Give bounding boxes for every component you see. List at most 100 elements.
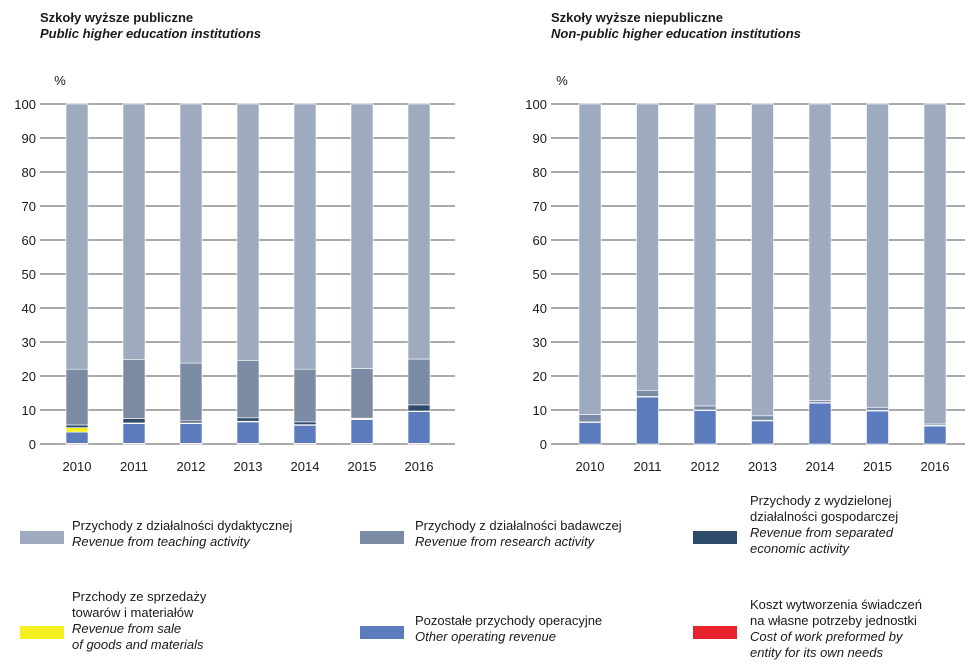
bar-segment	[866, 103, 889, 408]
chart-title-nonpublic: Szkoły wyższe niepubliczne Non-public hi…	[551, 10, 801, 42]
bar-segment	[693, 405, 717, 411]
y-tick-label: 50	[22, 267, 36, 282]
bar-segment	[578, 422, 602, 445]
bar-segment	[350, 419, 374, 444]
bar-segment	[407, 411, 431, 444]
bar-segment	[65, 424, 89, 428]
legend-label-pl: na własne potrzeby jednostki	[750, 613, 917, 628]
x-tick-label: 2015	[348, 459, 377, 474]
y-tick-label: 100	[525, 97, 547, 112]
bar-segment	[751, 415, 774, 421]
bar-segment	[407, 404, 431, 412]
bar-segment	[923, 425, 947, 445]
legend-label: Koszt wytworzenia świadczeń na własne pot…	[750, 597, 922, 661]
chart-title-en: Non-public higher education institutions	[551, 26, 801, 41]
bar-segment	[407, 103, 431, 360]
bar-segment	[236, 417, 260, 422]
x-tick-label: 2015	[863, 459, 892, 474]
legend-label-pl: Koszt wytworzenia świadczeń	[750, 597, 922, 612]
chart-title-public: Szkoły wyższe publiczne Public higher ed…	[40, 10, 261, 42]
y-tick-label: 0	[540, 437, 547, 452]
bar-segment	[350, 103, 374, 369]
bar-segment	[866, 410, 889, 445]
x-tick-label: 2014	[806, 459, 835, 474]
x-tick-label: 2010	[576, 459, 605, 474]
x-tick-label: 2013	[748, 459, 777, 474]
legend-swatch	[20, 626, 64, 639]
bar-segment	[751, 420, 774, 445]
bar-segment	[122, 359, 146, 419]
legend-label-pl: Przchody ze sprzedaży	[72, 589, 207, 604]
x-tick-label: 2010	[63, 459, 92, 474]
y-tick-label: 30	[533, 335, 547, 350]
y-tick-label: 40	[533, 301, 547, 316]
bar-segment	[65, 103, 89, 370]
legend-label-en: Cost of work preformed by	[750, 629, 903, 644]
bar-segment	[350, 368, 374, 419]
x-tick-label: 2016	[405, 459, 434, 474]
bar-segment	[122, 103, 146, 360]
y-tick-label: 50	[533, 267, 547, 282]
bar-segment	[236, 360, 260, 419]
bar-segment	[693, 103, 717, 407]
x-tick-label: 2014	[291, 459, 320, 474]
y-tick-label: 10	[533, 403, 547, 418]
legend-label-pl: Pozostałe przychody operacyjne	[415, 613, 603, 628]
bar-segment	[808, 103, 832, 401]
bar-segment	[179, 103, 203, 364]
legend-swatch	[20, 531, 64, 544]
legend-label-en: Revenue from sale	[72, 621, 182, 636]
legend-label-pl: Przychody z działalności badawczej	[415, 518, 622, 533]
bar-segment	[65, 368, 89, 426]
legend-label: Pozostałe przychody operacyjne Other oper…	[415, 613, 602, 645]
bar-segment	[236, 421, 260, 444]
bar-segment	[923, 103, 947, 425]
legend-label-en: entity for its own needs	[750, 645, 883, 660]
bar-segment	[578, 414, 602, 423]
y-axis-label: %	[54, 73, 66, 88]
bar-segment	[866, 406, 889, 411]
y-tick-label: 20	[533, 369, 547, 384]
y-tick-label: 60	[533, 233, 547, 248]
legend-label-pl: działalności gospodarczej	[750, 509, 899, 524]
legend-label-pl: Przychody z wydzielonej	[750, 493, 892, 508]
bar-segment	[293, 421, 317, 425]
bar-segment	[179, 420, 203, 424]
y-tick-label: 80	[533, 165, 547, 180]
bar-segment	[293, 424, 317, 444]
chart-title-pl: Szkoły wyższe niepubliczne	[551, 10, 723, 25]
x-tick-label: 2011	[120, 459, 148, 474]
y-tick-label: 90	[22, 131, 36, 146]
bar-segment	[122, 418, 146, 424]
bar-segment	[578, 103, 602, 415]
y-tick-label: 100	[14, 97, 36, 112]
x-tick-label: 2011	[634, 459, 662, 474]
legend-label-en: economic activity	[750, 541, 849, 556]
y-tick-label: 70	[22, 199, 36, 214]
chart-title-en: Public higher education institutions	[40, 26, 262, 41]
y-tick-label: 80	[22, 165, 36, 180]
legend-label: Przychody z wydzielonej działalności gosp…	[750, 493, 898, 557]
bar-segment	[236, 103, 260, 361]
legend-label-en: of goods and materials	[72, 637, 204, 652]
legend-label-en: Other operating revenue	[415, 629, 556, 644]
legend-label: Przychody z działalności dydaktycznej Rev…	[72, 518, 292, 550]
bar-segment	[293, 103, 317, 370]
bar-segment	[808, 400, 832, 403]
x-tick-label: 2016	[921, 459, 950, 474]
legend-label: Przchody ze sprzedaży towarów i materiałó…	[72, 589, 206, 653]
legend-swatch	[360, 626, 404, 639]
charts-area: % 0 10 20 30 40 50 60 70 80 90 100 2010 2011 2012 2013 2…	[14, 73, 965, 474]
y-tick-label: 70	[533, 199, 547, 214]
x-tick-label: 2012	[177, 459, 206, 474]
bar-segment	[808, 402, 832, 445]
bar-segment	[122, 423, 146, 444]
y-tick-label: 30	[22, 335, 36, 350]
x-tick-label: 2012	[691, 459, 720, 474]
legend-swatch	[693, 626, 737, 639]
bar-segment	[636, 389, 659, 397]
bar-segment	[65, 427, 89, 433]
bar-segment	[636, 103, 659, 391]
y-tick-label: 90	[533, 131, 547, 146]
legend-label-en: Revenue from research activity	[415, 534, 595, 549]
